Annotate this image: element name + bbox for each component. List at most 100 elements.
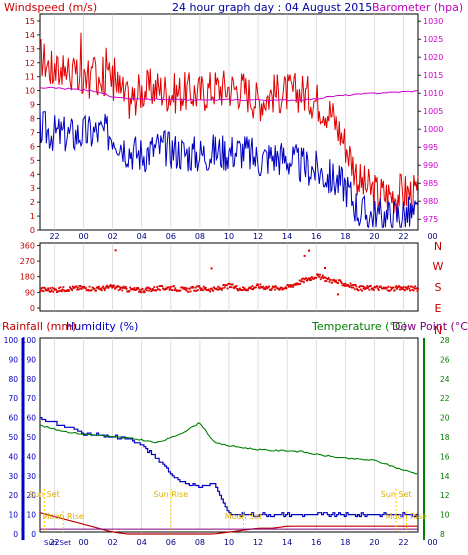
- direction-point: [151, 288, 154, 290]
- direction-point: [350, 284, 353, 287]
- direction-point: [151, 289, 153, 292]
- dir-left-tick-label: 270: [20, 257, 35, 266]
- direction-point: [247, 289, 249, 292]
- direction-point: [298, 279, 301, 282]
- direction-point: [242, 286, 244, 289]
- direction-point: [399, 286, 402, 289]
- direction-point: [270, 289, 273, 291]
- direction-point: [386, 289, 389, 292]
- direction-point: [400, 288, 403, 291]
- direction-point: [382, 287, 385, 290]
- direction-point: [120, 286, 123, 289]
- direction-point: [208, 289, 211, 292]
- direction-point: [369, 284, 372, 287]
- direction-point: [68, 289, 71, 292]
- direction-point: [388, 289, 391, 292]
- direction-point: [257, 284, 260, 286]
- direction-point: [309, 277, 312, 279]
- wind-left-tick-label: 5: [30, 156, 35, 165]
- direction-point: [52, 290, 55, 293]
- wind-x-tick-label: 08: [195, 232, 205, 241]
- direction-point: [265, 285, 268, 288]
- direction-point: [46, 289, 49, 292]
- windspeed-series-line: [39, 109, 419, 229]
- direction-point: [377, 287, 379, 290]
- direction-point: [88, 285, 91, 288]
- direction-outlier-point: [324, 267, 326, 269]
- direction-point: [79, 287, 81, 290]
- direction-point: [401, 286, 403, 289]
- direction-point: [204, 287, 207, 289]
- humidity-series-line: [40, 417, 419, 518]
- direction-point: [78, 285, 81, 287]
- direction-point: [303, 281, 305, 284]
- wind-left-tick-label: 7: [30, 128, 35, 137]
- direction-point: [315, 277, 318, 279]
- direction-point: [171, 289, 174, 292]
- direction-point: [58, 290, 61, 292]
- direction-point: [61, 290, 63, 293]
- direction-point: [111, 284, 114, 287]
- direction-point: [393, 289, 396, 292]
- direction-point: [50, 289, 53, 292]
- temperature-axis-title: Temperature (°C): [311, 320, 407, 333]
- direction-point: [39, 289, 42, 292]
- compass-letter-e: E: [435, 302, 442, 315]
- humidity-tick-label: 50: [26, 433, 36, 442]
- direction-point: [45, 288, 48, 291]
- wind-left-tick-label: 9: [30, 101, 35, 110]
- chart-title: 24 hour graph day : 04 August 2015: [172, 1, 372, 14]
- direction-point: [198, 285, 201, 287]
- direction-point: [53, 287, 55, 290]
- direction-point: [346, 284, 349, 286]
- direction-point: [354, 288, 356, 291]
- direction-point: [215, 287, 218, 290]
- direction-point: [327, 278, 329, 280]
- direction-point: [147, 287, 150, 289]
- direction-point: [353, 284, 355, 286]
- wind-left-tick-label: 8: [30, 115, 35, 124]
- direction-point: [412, 289, 415, 292]
- direction-point: [145, 287, 148, 290]
- direction-point: [146, 289, 148, 292]
- direction-point: [122, 285, 125, 288]
- wind-left-tick-label: 0: [30, 226, 35, 235]
- direction-point: [295, 282, 297, 285]
- temperature-tick-label: 28: [440, 336, 450, 345]
- direction-point: [87, 289, 90, 292]
- direction-point: [250, 288, 253, 290]
- direction-point: [404, 289, 406, 292]
- direction-point: [258, 286, 260, 289]
- direction-point: [202, 289, 204, 292]
- direction-point: [351, 284, 354, 286]
- baro-right-tick-label: 1025: [423, 35, 443, 44]
- direction-point: [343, 285, 346, 287]
- direction-point: [226, 284, 228, 287]
- direction-point: [39, 290, 41, 293]
- direction-point: [192, 286, 195, 289]
- direction-outlier-point: [337, 293, 339, 296]
- event-label: Sun Set: [29, 490, 60, 499]
- direction-point: [390, 288, 393, 291]
- compass-letter-w: W: [433, 260, 444, 273]
- baro-right-tick-label: 1005: [423, 107, 443, 116]
- rainfall-tick-label: 40: [8, 452, 18, 461]
- humidity-tick-label: 30: [26, 472, 36, 481]
- direction-point: [284, 287, 286, 289]
- humidity-tick-label: 60: [26, 414, 36, 423]
- direction-point: [77, 288, 80, 291]
- direction-point: [203, 286, 206, 289]
- direction-point: [328, 280, 331, 283]
- direction-point: [362, 285, 364, 288]
- rainfall-tick-label: 100: [4, 336, 19, 345]
- barometer-series-line: [39, 86, 419, 102]
- direction-point: [101, 286, 104, 289]
- direction-point: [279, 288, 281, 290]
- direction-point: [48, 290, 51, 293]
- direction-point: [50, 290, 52, 293]
- direction-point: [340, 282, 343, 285]
- rainfall-tick-label: 60: [8, 414, 18, 423]
- wind-x-tick-label: 00: [79, 232, 89, 241]
- direction-point: [113, 284, 116, 287]
- direction-point: [47, 287, 49, 290]
